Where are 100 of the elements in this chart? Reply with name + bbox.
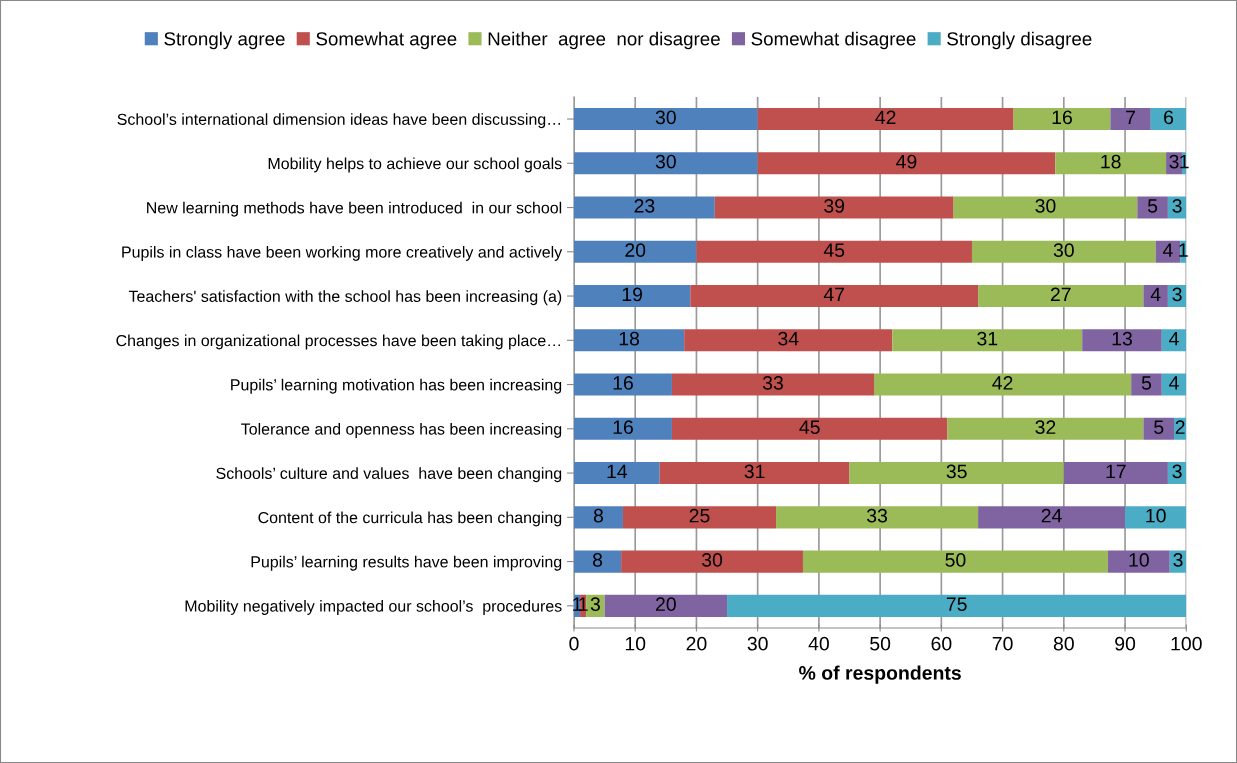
y-tick-label: Schools’ culture and values have been changing [216,467,562,483]
data-label: 18 [619,331,640,346]
bar [1131,373,1162,396]
bar [849,462,1064,485]
data-label: 30 [701,553,723,567]
x-tick-label: 30 [747,636,768,651]
bar [776,506,979,529]
data-label: 49 [896,154,917,169]
x-tick-label: 50 [870,636,891,651]
bar [874,373,1132,396]
bar [727,594,1187,617]
data-label: 30 [655,110,676,125]
data-label: 45 [823,243,845,258]
bar [690,284,979,308]
data-label: 6 [1164,110,1174,125]
x-axis-title: % of respondents [799,665,961,684]
data-label: 4 [1169,331,1179,346]
data-label: 3 [1173,553,1183,567]
bar [1161,373,1187,396]
x-tick-label: 40 [808,636,829,651]
bar [1082,329,1162,352]
bar [573,550,622,573]
data-label: 33 [762,376,783,390]
bar [622,506,777,529]
bar [671,373,874,396]
y-tick-label: New learning methods have been introduced in our school [147,201,562,217]
y-tick-label: School’s international dimension ideas have been discussing… [117,113,561,129]
data-label: 3 [1172,287,1182,302]
data-label: 5 [1147,199,1158,213]
y-tick-label: Mobility negatively impacted our school’s procedures [185,600,562,615]
x-tick-label: 10 [625,636,646,651]
bar [621,550,803,573]
bar [1063,462,1168,485]
y-tick-label: Content of the curricula has been changing [258,511,562,527]
bar [978,506,1126,529]
bar [573,152,758,175]
bar [684,329,893,352]
bar [757,152,1056,175]
bar [1107,550,1170,573]
data-label: 2 [1175,420,1185,434]
y-tick-label: Pupils in class have been working more creatively and actively [122,246,563,261]
data-label: 47 [823,287,845,302]
bar [1013,107,1111,131]
bar [1055,152,1167,175]
bar [573,462,660,485]
data-label: 19 [622,287,643,302]
data-label: 7 [1126,110,1135,125]
x-tick-label: 20 [686,636,707,651]
data-label: 42 [875,110,896,125]
bar [1143,284,1168,308]
y-tick-label: Pupils’ learning results have been improving [251,555,562,571]
data-label: 42 [992,376,1013,390]
data-label: 16 [613,420,633,435]
bar [659,462,850,485]
bar [802,550,1108,573]
data-label: 4 [1150,287,1161,302]
data-label: 33 [866,508,888,523]
data-label: 30 [1053,243,1074,258]
data-label: 14 [607,464,628,479]
data-label: 13 [1112,331,1132,346]
data-label: 16 [613,376,633,390]
bar [971,240,1156,263]
data-label: 35 [946,464,967,479]
data-label: 23 [634,198,655,213]
y-tick-label: Tolerance and openness has been increasing [241,423,562,438]
data-label: 31 [977,331,998,346]
data-label: 20 [625,243,646,258]
data-label: 4 [1169,376,1179,390]
bar [573,506,623,529]
data-label: 30 [655,154,676,169]
y-tick-label: Pupils’ learning motivation has been increasing [231,378,562,394]
y-tick-label: Mobility helps to achieve our school goals [268,157,562,173]
data-label: 10 [1146,508,1166,523]
data-label: 39 [824,198,845,213]
x-tick-label: 100 [1171,636,1202,651]
data-label: 5 [1154,420,1164,435]
data-label: 8 [592,553,603,567]
data-label: 20 [655,597,676,612]
bar [947,417,1144,440]
bar [573,284,691,308]
bar [953,196,1138,219]
data-label: 75 [946,597,967,612]
x-tick-label: 0 [569,636,579,651]
bar [573,417,672,440]
bar [1150,107,1187,131]
y-tick-label: Teachers' satisfaction with the school has been increasing (a) [128,290,562,306]
data-label: 5 [1141,376,1152,390]
bar [573,240,697,263]
legend-label: Strongly agree [164,31,285,50]
bar [573,329,685,352]
data-label: 18 [1101,154,1121,169]
bar [1125,506,1187,529]
bar [604,594,728,617]
data-label: 8 [593,508,604,523]
data-label: 4 [1162,243,1173,257]
data-label: 32 [1035,420,1056,435]
bar [1110,107,1151,131]
bar [671,417,948,440]
data-label: 30 [1035,198,1056,213]
y-tick-label: Changes in organizational processes have been taking place… [116,334,561,350]
